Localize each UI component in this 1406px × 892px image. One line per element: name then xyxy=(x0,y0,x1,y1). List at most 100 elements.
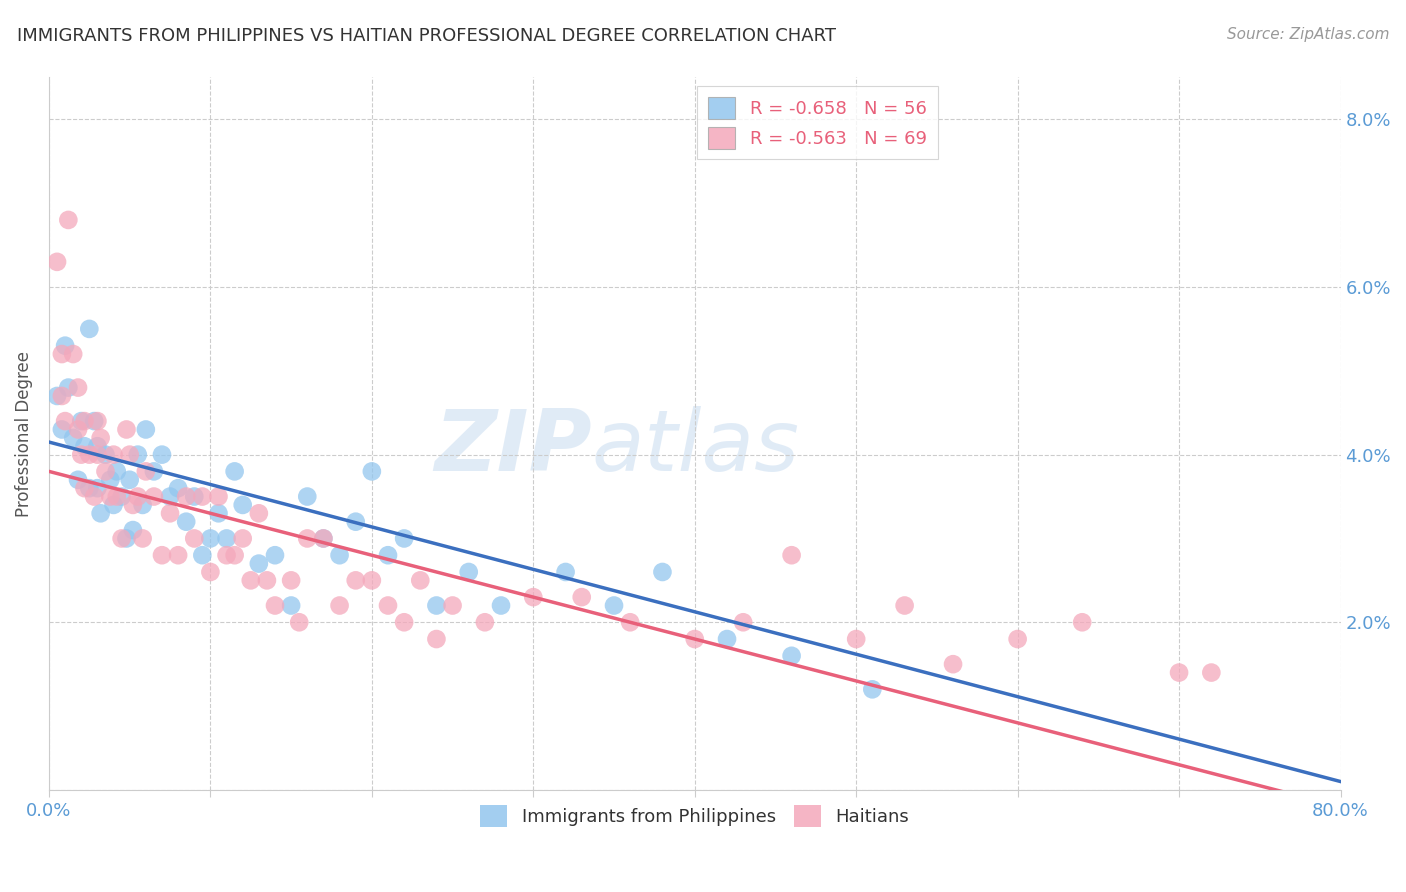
Point xyxy=(150,548,173,562)
Text: IMMIGRANTS FROM PHILIPPINES VS HAITIAN PROFESSIONAL DEGREE CORRELATION CHART: IMMIGRANTS FROM PHILIPPINES VS HAITIAN P… xyxy=(17,27,837,45)
Point xyxy=(733,615,755,630)
Point xyxy=(73,414,96,428)
Point xyxy=(131,532,153,546)
Point xyxy=(200,565,222,579)
Point xyxy=(105,490,128,504)
Point xyxy=(256,574,278,588)
Point xyxy=(70,448,93,462)
Point xyxy=(232,532,254,546)
Point xyxy=(297,532,319,546)
Point xyxy=(200,532,222,546)
Point xyxy=(83,414,105,428)
Point xyxy=(98,490,121,504)
Point xyxy=(845,632,868,646)
Point xyxy=(780,648,803,663)
Point xyxy=(53,414,76,428)
Text: atlas: atlas xyxy=(592,407,800,490)
Point xyxy=(522,590,544,604)
Point xyxy=(191,490,214,504)
Point xyxy=(159,490,181,504)
Point xyxy=(122,498,145,512)
Point xyxy=(46,389,69,403)
Point xyxy=(344,515,367,529)
Point xyxy=(425,599,447,613)
Point xyxy=(142,490,165,504)
Point xyxy=(377,599,399,613)
Point xyxy=(247,557,270,571)
Point xyxy=(1201,665,1223,680)
Point xyxy=(111,532,134,546)
Point xyxy=(215,532,238,546)
Point xyxy=(73,439,96,453)
Point xyxy=(425,632,447,646)
Point xyxy=(207,490,229,504)
Point xyxy=(51,389,73,403)
Point xyxy=(554,565,576,579)
Point xyxy=(66,381,89,395)
Point xyxy=(46,255,69,269)
Point xyxy=(571,590,593,604)
Point xyxy=(457,565,479,579)
Point xyxy=(224,548,246,562)
Point xyxy=(174,515,197,529)
Point xyxy=(264,599,287,613)
Point xyxy=(135,464,157,478)
Point xyxy=(83,490,105,504)
Text: ZIP: ZIP xyxy=(434,407,592,490)
Point xyxy=(288,615,311,630)
Point xyxy=(118,448,141,462)
Point xyxy=(111,490,134,504)
Point xyxy=(183,532,205,546)
Point xyxy=(105,464,128,478)
Point xyxy=(215,548,238,562)
Point xyxy=(191,548,214,562)
Point xyxy=(142,464,165,478)
Point xyxy=(70,414,93,428)
Point xyxy=(224,464,246,478)
Point xyxy=(94,464,117,478)
Point xyxy=(127,448,149,462)
Point xyxy=(312,532,335,546)
Point xyxy=(150,448,173,462)
Point xyxy=(651,565,673,579)
Point xyxy=(409,574,432,588)
Point xyxy=(247,506,270,520)
Point xyxy=(73,481,96,495)
Point xyxy=(167,548,190,562)
Point xyxy=(683,632,706,646)
Point xyxy=(1168,665,1191,680)
Point xyxy=(66,422,89,436)
Point xyxy=(174,490,197,504)
Point xyxy=(86,414,108,428)
Point xyxy=(62,431,84,445)
Point xyxy=(377,548,399,562)
Point xyxy=(392,532,415,546)
Point xyxy=(53,339,76,353)
Point xyxy=(489,599,512,613)
Point xyxy=(860,682,883,697)
Point xyxy=(603,599,626,613)
Point xyxy=(1071,615,1094,630)
Point xyxy=(360,574,382,588)
Point xyxy=(297,490,319,504)
Point xyxy=(619,615,641,630)
Point xyxy=(79,481,101,495)
Point xyxy=(474,615,496,630)
Point xyxy=(58,381,80,395)
Point xyxy=(207,506,229,520)
Point xyxy=(122,523,145,537)
Point xyxy=(716,632,738,646)
Point xyxy=(344,574,367,588)
Point xyxy=(239,574,262,588)
Point xyxy=(392,615,415,630)
Point xyxy=(232,498,254,512)
Point xyxy=(103,448,125,462)
Legend: Immigrants from Philippines, Haitians: Immigrants from Philippines, Haitians xyxy=(472,797,917,834)
Point xyxy=(131,498,153,512)
Point xyxy=(86,439,108,453)
Point xyxy=(90,506,112,520)
Point xyxy=(90,431,112,445)
Point xyxy=(264,548,287,562)
Point xyxy=(98,473,121,487)
Point xyxy=(167,481,190,495)
